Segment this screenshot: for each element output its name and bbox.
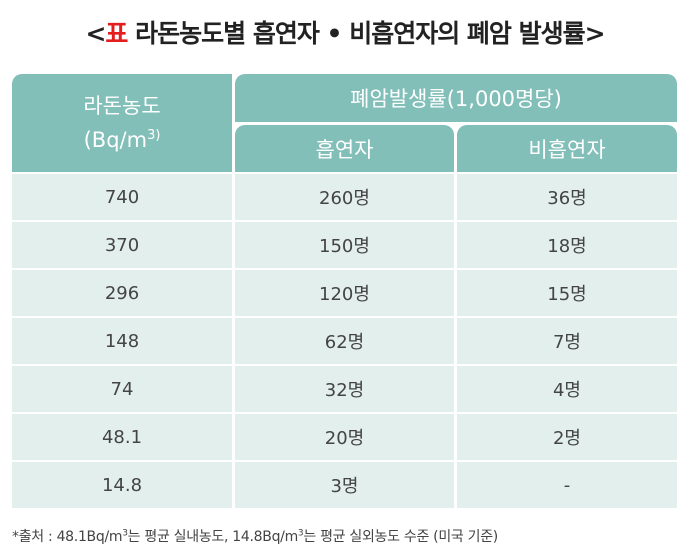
cell-nonsmoker: 36명 bbox=[457, 174, 677, 220]
title-tag: 표 bbox=[105, 19, 128, 48]
table-row: 370 150명 18명 bbox=[12, 220, 677, 268]
title-close-bracket: > bbox=[584, 19, 606, 48]
cell-smoker: 3명 bbox=[235, 462, 454, 508]
table-row: 740 260명 36명 bbox=[12, 172, 677, 220]
cell-nonsmoker: - bbox=[457, 462, 677, 508]
table-body: 740 260명 36명 370 150명 18명 296 120명 15명 148 62명 7명 74… bbox=[12, 172, 677, 508]
header-group: 폐암발생률(1,000명당) bbox=[235, 74, 677, 122]
cell-radon: 296 bbox=[12, 270, 232, 316]
cell-nonsmoker: 2명 bbox=[457, 414, 677, 460]
table-row: 14.8 3명 - bbox=[12, 460, 677, 508]
table-row: 296 120명 15명 bbox=[12, 268, 677, 316]
table-row: 48.1 20명 2명 bbox=[12, 412, 677, 460]
cell-radon: 14.8 bbox=[12, 462, 232, 508]
cell-radon: 148 bbox=[12, 318, 232, 364]
cell-nonsmoker: 15명 bbox=[457, 270, 677, 316]
table-row: 148 62명 7명 bbox=[12, 316, 677, 364]
page-title: <표 라돈농도별 흡연자 • 비흡연자의 폐암 발생률> bbox=[0, 14, 690, 50]
cell-smoker: 32명 bbox=[235, 366, 454, 412]
cell-nonsmoker: 4명 bbox=[457, 366, 677, 412]
cell-smoker: 260명 bbox=[235, 174, 454, 220]
cell-nonsmoker: 7명 bbox=[457, 318, 677, 364]
cell-radon: 370 bbox=[12, 222, 232, 268]
cell-radon: 74 bbox=[12, 366, 232, 412]
header-nonsmoker: 비흡연자 bbox=[457, 125, 677, 172]
cell-smoker: 62명 bbox=[235, 318, 454, 364]
header-smoker: 흡연자 bbox=[235, 125, 454, 172]
cell-radon: 48.1 bbox=[12, 414, 232, 460]
title-text: 라돈농도별 흡연자 • 비흡연자의 폐암 발생률 bbox=[127, 19, 586, 48]
title-open-bracket: < bbox=[85, 19, 106, 48]
header-radon-unit: (Bq/m3) bbox=[83, 128, 161, 152]
cell-smoker: 20명 bbox=[235, 414, 454, 460]
cell-nonsmoker: 18명 bbox=[457, 222, 677, 268]
cell-smoker: 120명 bbox=[235, 270, 454, 316]
footnote: *출처 : 48.1Bq/m3는 평균 실내농도, 14.8Bq/m3는 평균 … bbox=[12, 528, 498, 545]
cell-smoker: 150명 bbox=[235, 222, 454, 268]
header-radon: 라돈농도 (Bq/m3) bbox=[12, 74, 232, 172]
cell-radon: 740 bbox=[12, 174, 232, 220]
table-row: 74 32명 4명 bbox=[12, 364, 677, 412]
header-radon-label: 라돈농도 bbox=[83, 94, 161, 118]
